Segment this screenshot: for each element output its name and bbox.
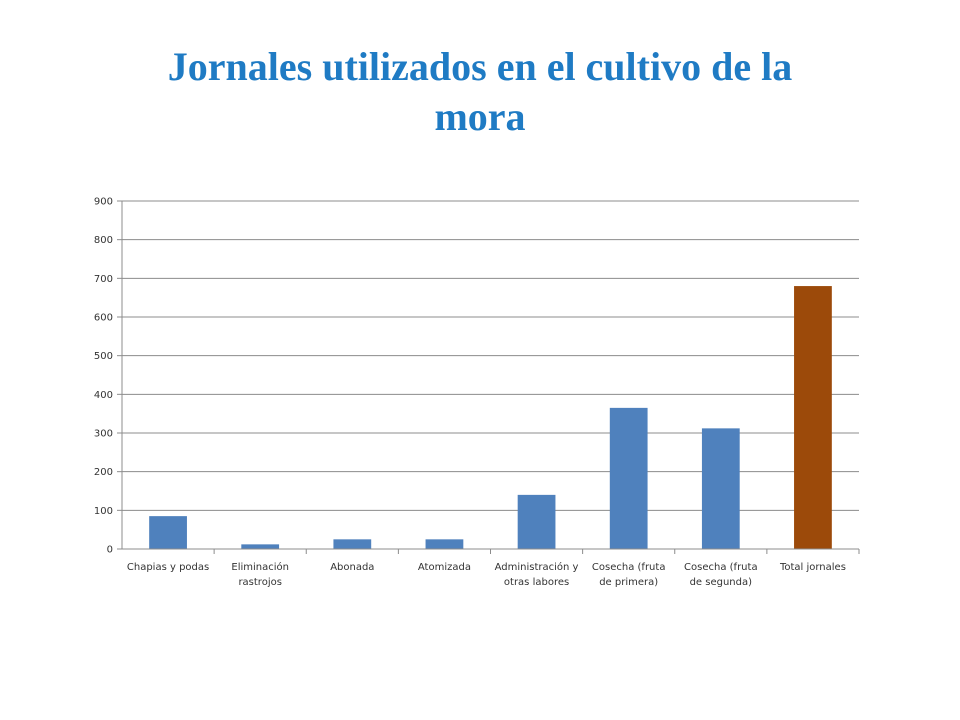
- x-tick-label: Cosecha (fruta de primera): [592, 562, 666, 588]
- y-tick-label: 900: [94, 197, 113, 208]
- bar: [425, 539, 464, 549]
- x-tick-label: Abonada: [330, 562, 374, 573]
- x-tick-label: Eliminación rastrojos: [231, 561, 289, 588]
- gridlines: [122, 200, 859, 511]
- bar: [149, 516, 187, 549]
- y-axis-ticks: 0 100 200 300 400 500 600 700 800 900: [94, 197, 122, 556]
- axes: [121, 201, 860, 554]
- page-title: Jornales utilizados en el cultivo de la …: [80, 42, 880, 142]
- y-tick-label: 200: [94, 467, 113, 478]
- y-tick-label: 300: [94, 429, 113, 440]
- x-tick-label: Total jornales: [779, 562, 846, 573]
- bars: [149, 286, 832, 549]
- y-tick-label: 600: [94, 313, 113, 324]
- x-tick-label: Cosecha (fruta de segunda): [684, 562, 758, 588]
- title-line-2: mora: [434, 94, 526, 139]
- x-tick-label: Chapias y podas: [127, 562, 209, 573]
- x-tick-label: Atomizada: [418, 562, 471, 573]
- y-tick-label: 100: [94, 506, 113, 517]
- bar: [609, 407, 648, 549]
- bar: [794, 286, 832, 549]
- bar: [241, 544, 280, 549]
- bar: [517, 494, 556, 549]
- x-tick-label: Administración y otras labores: [495, 561, 579, 588]
- y-tick-label: 0: [107, 545, 113, 556]
- bar: [333, 539, 372, 549]
- bar: [701, 428, 740, 549]
- x-axis-labels: Chapias y podas Eliminación rastrojos Abona…: [127, 561, 846, 588]
- y-tick-label: 500: [94, 351, 113, 362]
- title-line-1: Jornales utilizados en el cultivo de la: [167, 44, 793, 89]
- y-tick-label: 700: [94, 274, 113, 285]
- y-tick-label: 800: [94, 235, 113, 246]
- y-tick-label: 400: [94, 390, 113, 401]
